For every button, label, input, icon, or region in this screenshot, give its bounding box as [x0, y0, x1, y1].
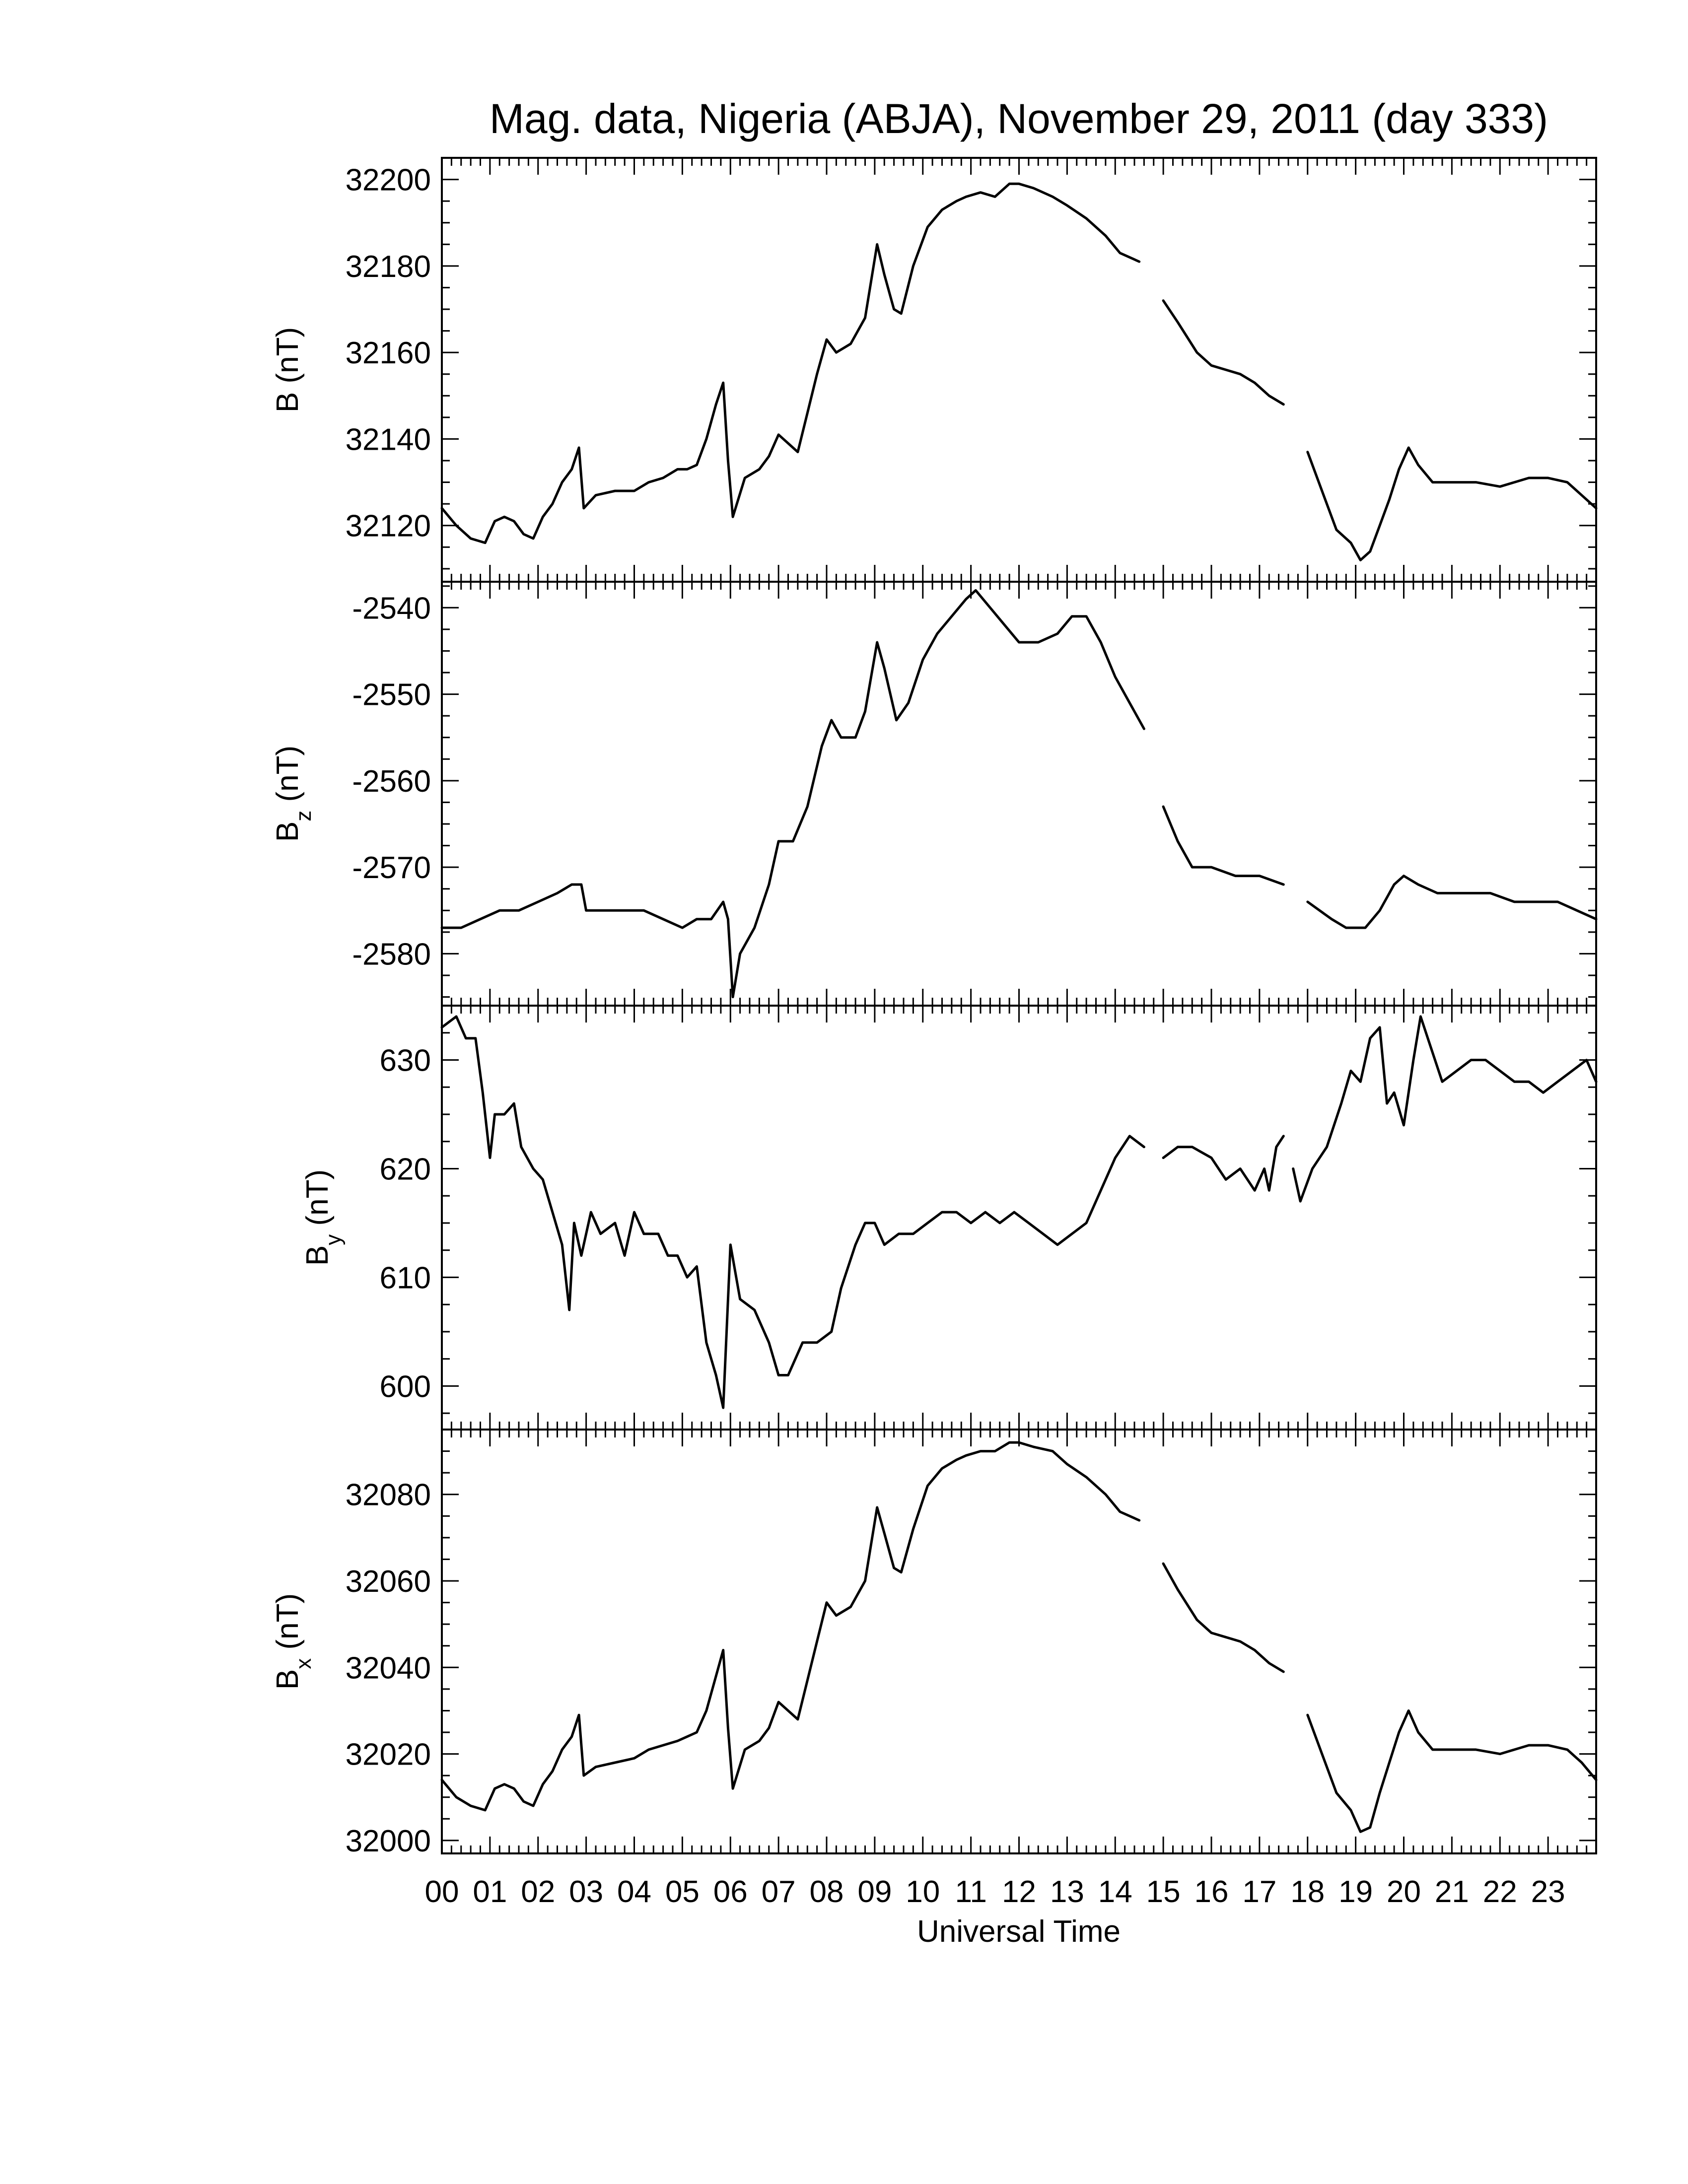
x-tick-label: 19: [1338, 1875, 1373, 1909]
y-tick-label: 32160: [346, 336, 431, 370]
y-tick-label: 32060: [346, 1565, 431, 1599]
series-line-By: [440, 1015, 1598, 1409]
panel-frame: [441, 1005, 1597, 1431]
y-axis-label-unit: (nT): [271, 1593, 305, 1658]
x-tick-label: 07: [762, 1875, 796, 1909]
y-ticks: [442, 1429, 1596, 1842]
series-line-B: [440, 182, 1598, 561]
y-tick-label: 610: [380, 1261, 431, 1295]
x-tick-label: 06: [713, 1875, 748, 1909]
x-tick-label: 22: [1483, 1875, 1517, 1909]
x-tick-labels: 00 01 02 03 04 05 06 07 08 09 10 11 12 13 14 15 16 17 18 19…: [425, 1875, 1565, 1909]
y-tick-label: 32040: [346, 1651, 431, 1685]
x-tick-label: 04: [617, 1875, 651, 1909]
y-tick-label: 32120: [346, 509, 431, 544]
x-tick-label: 03: [569, 1875, 603, 1909]
x-tick-label: 15: [1146, 1875, 1181, 1909]
y-tick-label: 620: [380, 1152, 431, 1186]
x-tick-label: 08: [810, 1875, 844, 1909]
x-ticks: [441, 158, 1597, 582]
series-line-Bz: [440, 589, 1598, 999]
panel-B: 32120 32140 32160 32180 32200 B (nT): [271, 157, 1598, 583]
x-tick-label: 14: [1098, 1875, 1132, 1909]
x-tick-label: 02: [521, 1875, 555, 1909]
x-ticks: [441, 1006, 1597, 1430]
y-axis-label-main: B: [271, 392, 305, 412]
x-ticks: [441, 582, 1597, 1006]
y-axis-label-main: B: [271, 821, 305, 842]
y-axis-label: Bz (nT): [271, 746, 316, 842]
y-tick-label: 600: [380, 1369, 431, 1404]
panel-frame: [441, 1429, 1597, 1854]
y-axis-label-subscript: y: [321, 1234, 346, 1245]
y-axis-label-main: B: [271, 1669, 305, 1690]
y-ticks: [442, 585, 1596, 998]
x-tick-label: 23: [1531, 1875, 1565, 1909]
y-tick-label: -2550: [352, 678, 431, 712]
y-axis-label: By (nT): [300, 1169, 346, 1266]
y-axis-label-unit: (nT): [271, 746, 305, 811]
x-tick-label: 12: [1002, 1875, 1036, 1909]
y-tick-label: -2540: [352, 591, 431, 625]
x-tick-label: 21: [1435, 1875, 1469, 1909]
y-tick-label: 32020: [346, 1738, 431, 1772]
y-axis-label: Bx (nT): [271, 1593, 316, 1690]
x-tick-label: 05: [665, 1875, 700, 1909]
panels: 32120 32140 32160 32180 32200 B (nT) -2580 -257…: [271, 157, 1598, 1858]
y-tick-label: 32140: [346, 422, 431, 457]
x-tick-label: 10: [906, 1875, 940, 1909]
panel-By: 600 610 620 630 By (nT): [300, 1005, 1598, 1431]
y-axis-label-unit: (nT): [271, 327, 305, 392]
x-ticks: [441, 1430, 1597, 1853]
series-line-Bx: [440, 1441, 1598, 1833]
x-tick-label: 09: [857, 1875, 892, 1909]
y-tick-label: 32000: [346, 1824, 431, 1858]
y-tick-label: 32180: [346, 250, 431, 284]
y-tick-label: -2580: [352, 937, 431, 971]
y-tick-label: 32080: [346, 1478, 431, 1512]
x-tick-label: 13: [1050, 1875, 1084, 1909]
x-tick-label: 11: [955, 1875, 986, 1909]
x-tick-label: 16: [1195, 1875, 1229, 1909]
x-tick-label: 20: [1387, 1875, 1421, 1909]
x-tick-label: 00: [425, 1875, 459, 1909]
y-axis-label-subscript: z: [291, 811, 316, 821]
panel-frame: [441, 157, 1597, 583]
x-tick-label: 18: [1290, 1875, 1325, 1909]
y-tick-label: 630: [380, 1043, 431, 1078]
x-tick-label: 01: [473, 1875, 507, 1909]
y-axis-label-main: B: [300, 1245, 335, 1266]
chart-title: Mag. data, Nigeria (ABJA), November 29, …: [490, 95, 1548, 142]
panel-Bz: -2580 -2570 -2560 -2550 -2540 Bz (nT): [271, 581, 1598, 1007]
y-ticks: [442, 157, 1596, 570]
y-axis-label: B (nT): [271, 327, 305, 412]
y-tick-label: -2560: [352, 764, 431, 799]
y-axis-label-unit: (nT): [300, 1169, 335, 1234]
y-tick-label: -2570: [352, 851, 431, 885]
panel-Bx: 32000 32020 32040 32060 32080 Bx (nT): [271, 1429, 1598, 1858]
y-ticks: [442, 1005, 1596, 1414]
y-axis-label-subscript: x: [291, 1658, 316, 1669]
x-axis-label: Universal Time: [917, 1914, 1121, 1949]
y-tick-label: 32200: [346, 163, 431, 198]
x-tick-label: 17: [1242, 1875, 1276, 1909]
panel-frame: [441, 581, 1597, 1007]
